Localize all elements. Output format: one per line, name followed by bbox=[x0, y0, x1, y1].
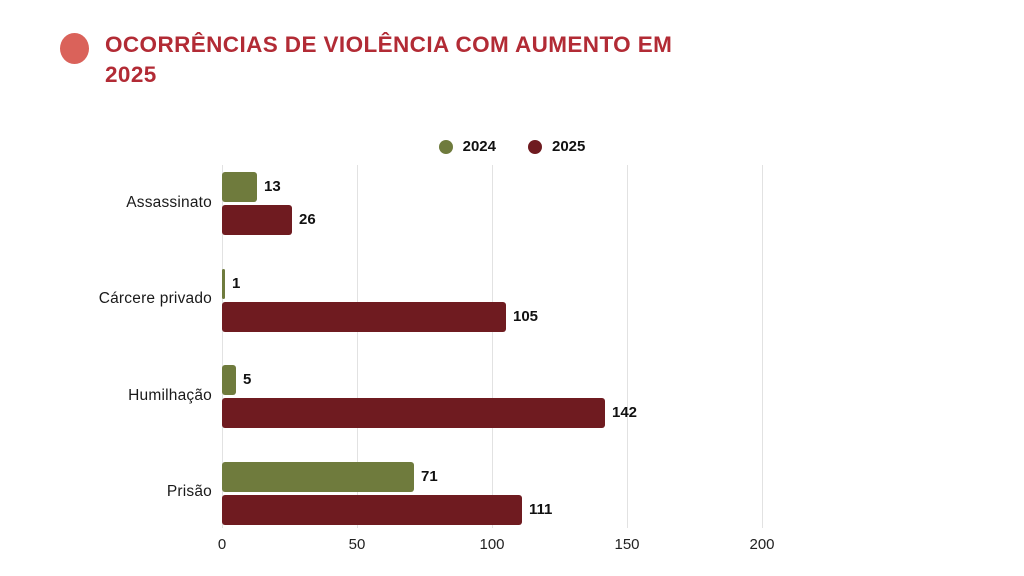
bar-value-2025-carcere-privado: 105 bbox=[513, 307, 539, 325]
category-label-humilhacao: Humilhação bbox=[128, 386, 212, 404]
x-tick-label-200: 200 bbox=[749, 536, 775, 553]
gridline-x-200 bbox=[762, 165, 763, 528]
gridline-x-50 bbox=[357, 165, 358, 528]
chart-title-line2: 2025 bbox=[105, 61, 157, 87]
bar-2025-prisao bbox=[222, 494, 522, 525]
legend-label-2024: 2024 bbox=[462, 138, 496, 155]
gridline-x-0 bbox=[222, 165, 223, 528]
bar-2025-carcere-privado bbox=[222, 301, 506, 332]
bar-2025-humilhacao bbox=[222, 398, 605, 429]
bar-2024-humilhacao bbox=[222, 365, 236, 396]
bar-2024-carcere-privado bbox=[222, 268, 225, 299]
bar-2025-assassinato bbox=[222, 205, 292, 235]
bar-value-2025-prisao: 111 bbox=[529, 500, 553, 518]
bar-value-2025-assassinato: 26 bbox=[299, 211, 316, 228]
bar-value-2025-humilhacao: 142 bbox=[612, 404, 638, 422]
category-label-carcere-privado: Cárcere privado bbox=[98, 290, 212, 308]
legend: 2024 2025 bbox=[0, 138, 1024, 155]
gridline-x-150 bbox=[627, 165, 628, 528]
category-label-prisao: Prisão bbox=[166, 483, 212, 501]
bar-2024-assassinato bbox=[222, 172, 257, 202]
legend-label-2025: 2025 bbox=[552, 138, 586, 155]
x-tick-label-0: 0 bbox=[217, 536, 227, 553]
x-tick-label-100: 100 bbox=[479, 536, 505, 553]
bar-value-2024-humilhacao: 5 bbox=[243, 371, 252, 389]
bar-value-2024-prisao: 71 bbox=[421, 467, 438, 485]
chart-header: OCORRÊNCIAS DE VIOLÊNCIA COM AUMENTO EM … bbox=[60, 30, 672, 89]
gridline-x-100 bbox=[492, 165, 493, 528]
bar-value-2024-assassinato: 13 bbox=[264, 178, 281, 195]
x-tick-label-50: 50 bbox=[348, 536, 366, 553]
chart-title: OCORRÊNCIAS DE VIOLÊNCIA COM AUMENTO EM … bbox=[105, 30, 672, 89]
legend-item-2024: 2024 bbox=[438, 138, 496, 155]
category-label-assassinato: Assassinato bbox=[126, 193, 212, 211]
legend-dot-2025 bbox=[528, 139, 542, 154]
bar-2024-prisao bbox=[222, 461, 414, 492]
chart-title-line1: OCORRÊNCIAS DE VIOLÊNCIA COM AUMENTO EM bbox=[105, 32, 673, 57]
legend-dot-2024 bbox=[438, 139, 453, 154]
legend-item-2025: 2025 bbox=[528, 138, 585, 155]
bar-value-2024-carcere-privado: 1 bbox=[232, 274, 241, 292]
bullet-icon bbox=[60, 33, 89, 64]
x-tick-label-150: 150 bbox=[614, 536, 640, 553]
